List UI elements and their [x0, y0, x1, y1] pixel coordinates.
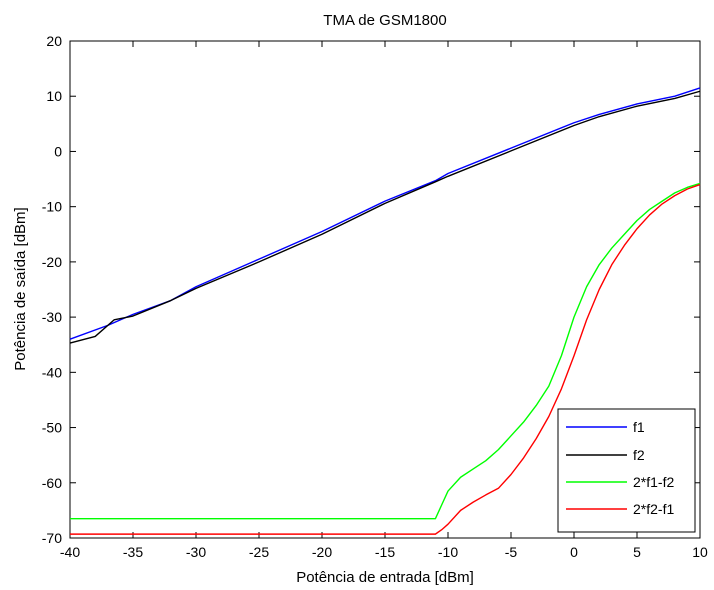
- y-axis-label: Potência de saída [dBm]: [12, 207, 29, 370]
- x-tick-label: 10: [692, 544, 708, 560]
- series-line-1: [69, 90, 701, 344]
- legend-box: [557, 408, 696, 533]
- legend-label-f1: f1: [633, 419, 645, 435]
- chart-title: TMA de GSM1800: [323, 12, 446, 29]
- x-tick-label: -5: [505, 544, 518, 560]
- x-tick-label: -15: [375, 544, 395, 560]
- y-tick-label: 20: [46, 33, 62, 49]
- legend-label-2f2-f1: 2*f2-f1: [633, 501, 674, 517]
- y-axis-ticks: 20 10 0 -10 -20 -30 -40 -50 -60 -70: [42, 33, 700, 546]
- x-tick-label: 0: [570, 544, 578, 560]
- series-line-3: [70, 183, 701, 535]
- x-tick-label: -10: [438, 544, 458, 560]
- y-tick-label: -70: [42, 530, 62, 546]
- x-tick-label: -30: [186, 544, 206, 560]
- y-tick-label: -50: [42, 420, 62, 436]
- y-tick-label: -20: [42, 254, 62, 270]
- y-tick-label: -30: [42, 309, 62, 325]
- y-tick-label: 10: [46, 88, 62, 104]
- x-tick-label: -20: [312, 544, 332, 560]
- x-tick-label: -35: [123, 544, 143, 560]
- series-lines: [69, 87, 701, 535]
- series-line-0: [69, 87, 701, 340]
- legend-label-2f1-f2: 2*f1-f2: [633, 474, 674, 490]
- legend-label-f2: f2: [633, 447, 645, 463]
- y-tick-label: 0: [54, 143, 62, 159]
- x-tick-label: -40: [60, 544, 80, 560]
- legend: f1 f2 2*f1-f2 2*f2-f1: [557, 408, 696, 533]
- y-tick-label: -60: [42, 475, 62, 491]
- series-line-2: [70, 182, 701, 520]
- y-tick-label: -10: [42, 199, 62, 215]
- y-tick-label: -40: [42, 364, 62, 380]
- x-tick-label: 5: [633, 544, 641, 560]
- x-axis-ticks: -40 -35 -30 -25 -20 -15 -10 -5 0 5 10: [60, 41, 708, 560]
- x-axis-label: Potência de entrada [dBm]: [296, 569, 474, 586]
- x-tick-label: -25: [249, 544, 269, 560]
